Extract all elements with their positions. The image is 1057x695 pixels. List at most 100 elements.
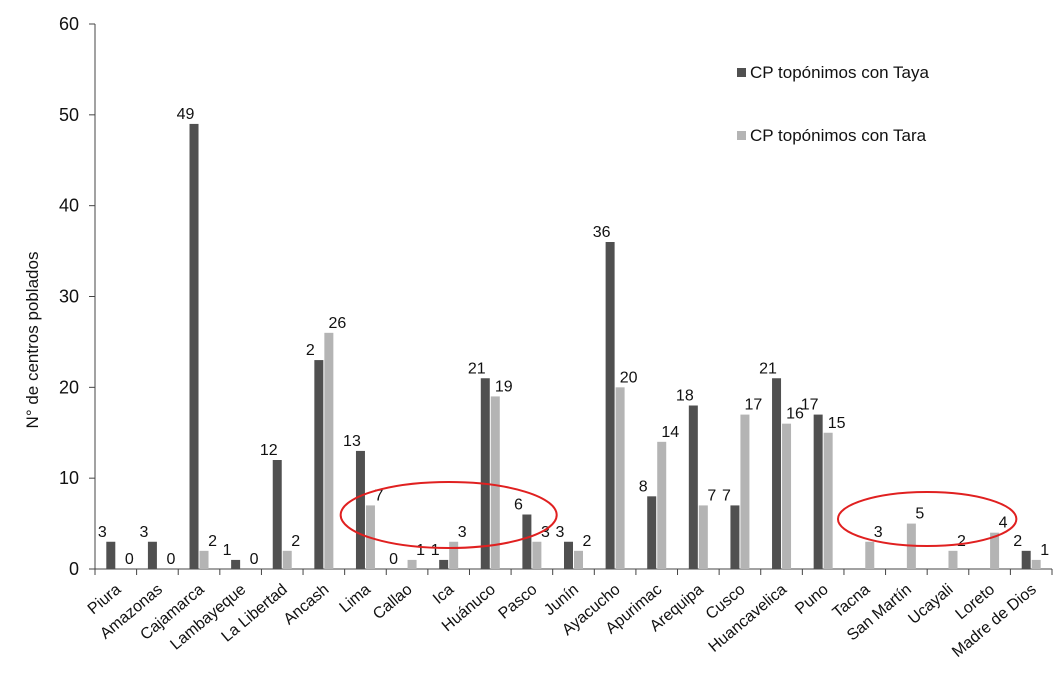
data-label-tara: 19: [495, 378, 513, 395]
data-label-taya: 2: [306, 342, 315, 359]
bar-taya: [314, 360, 324, 569]
bar-tara: [324, 332, 334, 569]
bar-taya: [439, 559, 449, 569]
data-label-taya: 13: [343, 433, 361, 450]
category-label: Ucayali: [905, 581, 956, 628]
y-tick-label: 30: [59, 287, 79, 307]
bar-tara: [657, 441, 667, 569]
legend-swatch-taya: [737, 68, 746, 77]
bar-taya: [605, 242, 615, 569]
bar-taya: [772, 378, 782, 569]
data-label-tara: 3: [458, 524, 467, 541]
annotations: [339, 481, 1018, 549]
bar-taya: [231, 559, 241, 569]
category-label: Pasco: [495, 581, 540, 623]
data-label-taya: 7: [722, 487, 731, 504]
category-label: Callao: [370, 581, 416, 623]
category-label: Ica: [430, 581, 457, 608]
category-label: Ancash: [281, 581, 333, 628]
data-label-tara: 1: [416, 542, 425, 559]
data-label-taya: 3: [139, 524, 148, 541]
bar-tara: [574, 550, 583, 569]
bars: [106, 123, 1041, 570]
bar-taya: [688, 405, 698, 569]
bar-tara: [532, 541, 542, 569]
bar-tara: [615, 387, 625, 569]
data-label-taya: 49: [177, 106, 195, 123]
bar-tara: [449, 541, 459, 569]
bar-tara: [990, 532, 1000, 569]
bar-tara: [282, 550, 292, 569]
data-label-tara: 7: [707, 487, 716, 504]
x-axis: [94, 568, 1053, 575]
data-label-tara: 5: [915, 506, 924, 523]
y-tick-label: 40: [59, 196, 79, 216]
bar-tara: [407, 559, 417, 569]
category-label: Puno: [792, 581, 832, 618]
y-axis-label: N° de centros poblados: [23, 252, 42, 429]
data-label-taya: 3: [98, 524, 107, 541]
data-label-tara: 2: [291, 533, 300, 550]
y-tick-label: 0: [69, 559, 79, 579]
annotation-ellipse: [339, 481, 558, 549]
annotation-ellipse: [836, 491, 1018, 547]
bar-taya: [355, 450, 365, 569]
data-label-taya: 21: [468, 360, 486, 377]
data-label-tara: 26: [328, 315, 346, 332]
data-label-tara: 0: [250, 551, 259, 568]
bar-tara: [490, 396, 500, 569]
data-label-taya: 0: [389, 551, 398, 568]
data-label-tara: 2: [208, 533, 217, 550]
legend-label-taya: CP topónimos con Taya: [750, 63, 929, 82]
bar-taya: [522, 514, 532, 569]
bar-tara: [199, 550, 209, 569]
data-label-tara: 3: [541, 524, 550, 541]
y-tick-label: 60: [59, 14, 79, 34]
bar-tara: [1031, 559, 1041, 569]
bar-taya: [730, 505, 740, 569]
data-label-tara: 1: [1040, 542, 1049, 559]
data-label-tara: 0: [166, 551, 175, 568]
data-label-tara: 2: [583, 533, 592, 550]
bar-tara: [948, 550, 958, 569]
bar-taya: [564, 541, 573, 569]
legend: CP topónimos con Taya CP topónimos con Ta…: [737, 63, 929, 145]
bar-tara: [740, 414, 750, 569]
category-label: Lima: [337, 581, 375, 616]
legend-swatch-tara: [737, 131, 746, 140]
data-label-taya: 2: [1013, 533, 1022, 550]
bar-taya: [813, 414, 823, 569]
data-label-tara: 16: [786, 406, 804, 423]
bar-taya: [106, 541, 116, 569]
bar-tara: [782, 423, 792, 569]
data-label-tara: 0: [125, 551, 134, 568]
data-label-taya: 36: [593, 224, 611, 241]
data-label-tara: 20: [620, 369, 638, 386]
bar-taya: [480, 378, 490, 569]
data-label-tara: 2: [957, 533, 966, 550]
y-axis: 0 10 20 30 40 50 60: [59, 14, 96, 579]
data-label-taya: 18: [676, 388, 694, 405]
data-label-tara: 7: [375, 487, 384, 504]
data-label-taya: 6: [514, 497, 523, 514]
legend-label-tara: CP topónimos con Tara: [750, 126, 927, 145]
bar-tara: [823, 432, 833, 569]
data-label-tara: 3: [874, 524, 883, 541]
bar-taya: [189, 123, 199, 570]
data-label-taya: 21: [759, 360, 777, 377]
data-label-tara: 4: [999, 515, 1008, 532]
data-label-taya: 12: [260, 442, 278, 459]
bar-taya: [272, 460, 282, 569]
data-label-taya: 1: [223, 542, 232, 559]
bar-tara: [698, 505, 708, 569]
data-label-tara: 14: [661, 424, 679, 441]
data-label-tara: 15: [828, 415, 846, 432]
data-label-taya: 3: [556, 524, 565, 541]
data-label-tara: 17: [745, 397, 763, 414]
data-label-taya: 17: [801, 397, 819, 414]
bar-tara: [865, 541, 875, 569]
bar-taya: [1021, 550, 1031, 569]
